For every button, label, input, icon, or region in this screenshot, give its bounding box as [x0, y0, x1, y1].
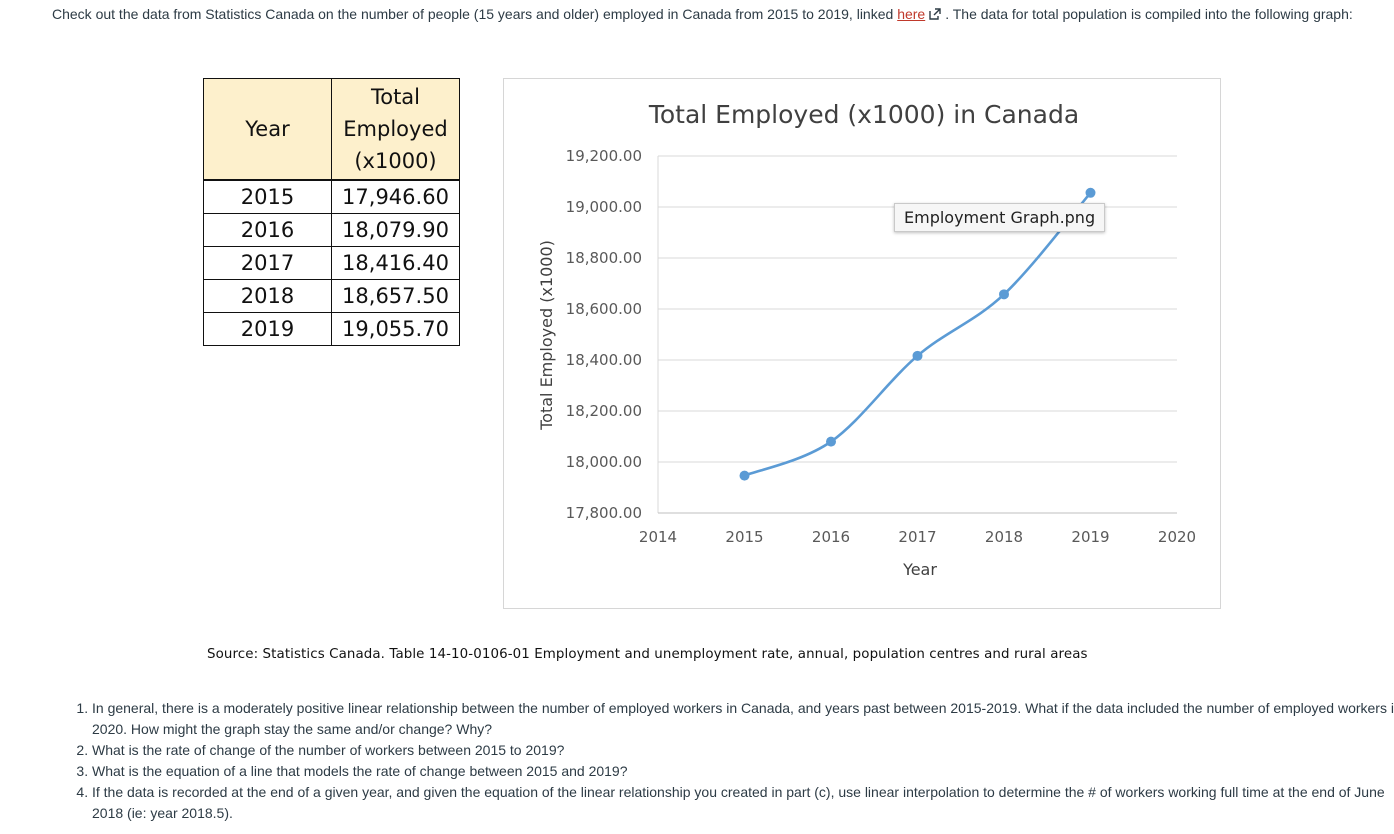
table-row: 2015 17,946.60	[203, 179, 460, 214]
header-total-line2: Employed	[343, 117, 448, 141]
x-tick-label: 2014	[639, 528, 677, 546]
y-tick-label: 18,600.00	[566, 300, 642, 318]
y-tick-label: 19,000.00	[566, 198, 642, 216]
intro-paragraph: Check out the data from Statistics Canad…	[52, 4, 1362, 25]
employment-chart[interactable]: Total Employed (x1000) in Canada Total E…	[503, 78, 1221, 609]
x-tick-label: 2019	[1071, 528, 1109, 546]
y-tick-label: 18,200.00	[566, 402, 642, 420]
data-point	[999, 289, 1009, 300]
x-tick-label: 2018	[985, 528, 1023, 546]
header-year: Year	[203, 78, 332, 181]
chart-title: Total Employed (x1000) in Canada	[648, 100, 1079, 129]
source-caption: Source: Statistics Canada. Table 14-10-0…	[207, 647, 1088, 662]
table-row: 2018 18,657.50	[203, 279, 460, 313]
header-total-line3: (x1000)	[354, 149, 437, 173]
table-row: 2017 18,416.40	[203, 246, 460, 280]
y-tick-label: 18,800.00	[566, 249, 642, 267]
header-total-employed: Total Employed (x1000)	[331, 78, 460, 181]
question-item: What is the equation of a line that mode…	[92, 761, 1394, 782]
data-point	[1085, 187, 1096, 198]
y-tick-label: 18,000.00	[566, 453, 642, 471]
table-header-row: Year Total Employed (x1000)	[203, 78, 460, 181]
x-tick-label: 2020	[1158, 528, 1196, 546]
row-year: 2015	[203, 179, 332, 214]
row-value: 18,416.40	[331, 246, 460, 280]
row-year: 2019	[203, 312, 332, 346]
row-value: 18,079.90	[331, 213, 460, 247]
y-tick-label: 17,800.00	[566, 504, 642, 522]
header-total-line1: Total	[370, 85, 421, 109]
y-axis-label: Total Employed (x1000)	[537, 240, 556, 431]
chart-svg: Total Employed (x1000) in Canada Total E…	[537, 100, 1196, 579]
x-tick-label: 2017	[898, 528, 936, 546]
y-tick-label: 19,200.00	[566, 147, 642, 165]
question-item: If the data is recorded at the end of a …	[92, 782, 1394, 824]
intro-text-before: Check out the data from Statistics Canad…	[52, 6, 898, 22]
table-row: 2019 19,055.70	[203, 312, 460, 346]
row-value: 19,055.70	[331, 312, 460, 346]
question-item: What is the rate of change of the number…	[92, 740, 1394, 761]
y-tick-label: 18,400.00	[566, 351, 642, 369]
question-list: In general, there is a moderately positi…	[52, 698, 1394, 824]
question-item: In general, there is a moderately positi…	[92, 698, 1394, 740]
image-tooltip: Employment Graph.png	[894, 203, 1106, 232]
x-tick-label: 2015	[725, 528, 763, 546]
row-year: 2018	[203, 279, 332, 313]
here-link[interactable]: here	[897, 6, 926, 22]
x-tick-label: 2016	[812, 528, 850, 546]
row-value: 17,946.60	[331, 179, 460, 214]
row-value: 18,657.50	[331, 279, 460, 313]
external-link-icon[interactable]	[929, 8, 941, 20]
data-point	[912, 350, 923, 361]
data-point	[826, 436, 836, 447]
table-row: 2016 18,079.90	[203, 213, 460, 247]
intro-text-after: . The data for total population is compi…	[945, 6, 1353, 22]
row-year: 2017	[203, 246, 332, 280]
series-line	[744, 191, 1092, 477]
employment-table: Year Total Employed (x1000) 2015 17,946.…	[203, 78, 460, 346]
data-point	[739, 470, 750, 481]
x-axis-label: Year	[902, 560, 937, 579]
row-year: 2016	[203, 213, 332, 247]
